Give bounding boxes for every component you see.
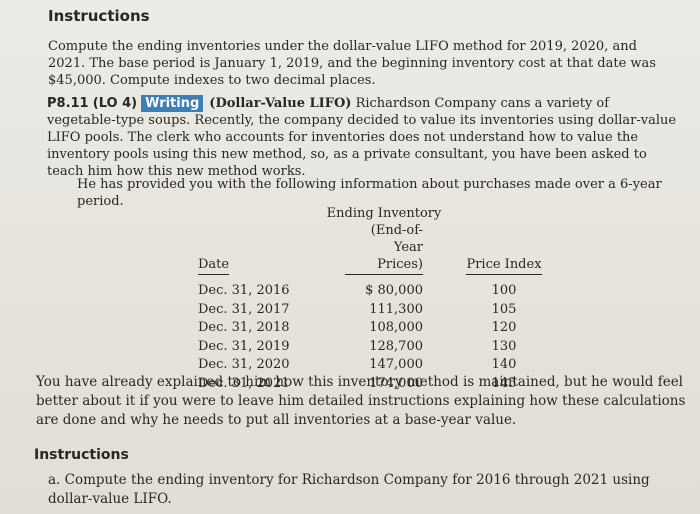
cell-price-index: 100 [491, 283, 517, 298]
cell-inventory: $ 80,000 [365, 283, 423, 298]
instructions-paragraph: Compute the ending inventories under the… [48, 39, 656, 88]
learning-objective: (LO 4) [92, 96, 138, 111]
cell-price-index: 145 [491, 375, 517, 391]
item-a-text: Compute the ending inventory for Richard… [48, 472, 650, 507]
col-header-date: Date [190, 205, 310, 275]
table-row: Dec. 31, 2018 108,000 120 [190, 319, 550, 338]
instructions-heading-bottom: Instructions [34, 447, 129, 463]
cell-price-index: 130 [491, 338, 517, 354]
item-a-label: a. [48, 472, 61, 488]
cell-inventory: 128,700 [369, 338, 423, 354]
instructions-heading: Instructions [48, 7, 150, 25]
problem-text: Richardson Company cans a variety of veg… [47, 96, 677, 179]
inventory-table: Date Ending Inventory (End-of-Year Price… [190, 205, 550, 393]
cell-price-index: 120 [491, 320, 517, 335]
table-row: Dec. 31, 2019 128,700 130 [190, 338, 550, 357]
cell-price-index: 105 [491, 301, 517, 317]
cell-date: Dec. 31, 2016 [198, 283, 290, 298]
col-header-price-index: Price Index [458, 205, 550, 275]
cell-price-index: 140 [491, 357, 517, 372]
cell-date: Dec. 31, 2018 [198, 320, 290, 335]
problem-title: (Dollar-Value LIFO) [209, 96, 352, 111]
table-row: Dec. 31, 2016 $ 80,000 100 [190, 275, 550, 301]
col-header-ending-inventory: Ending Inventory (End-of-Year Prices) [310, 205, 458, 275]
instruction-item-a: a. Compute the ending inventory for Rich… [48, 471, 698, 509]
problem-number: P8.11 [47, 96, 89, 111]
table-header-row: Date Ending Inventory (End-of-Year Price… [190, 205, 550, 275]
cell-inventory: 174,000 [369, 375, 423, 391]
explanation-paragraph: You have already explained to him how th… [36, 374, 686, 428]
table-row: Dec. 31, 2017 111,300 105 [190, 301, 550, 320]
cell-inventory: 111,300 [369, 301, 423, 317]
cell-inventory: 147,000 [369, 357, 423, 372]
cell-date: Dec. 31, 2020 [198, 357, 290, 372]
writing-badge: Writing [141, 95, 204, 112]
table-row: Dec. 31, 2021 174,000 145 [190, 375, 550, 394]
col-header-inventory-line2: (End-of-Year Prices) [345, 222, 423, 275]
table-row: Dec. 31, 2020 147,000 140 [190, 356, 550, 375]
cell-date: Dec. 31, 2021 [198, 375, 290, 391]
info-intro-paragraph: He has provided you with the following i… [77, 177, 662, 209]
problem-p8-11: P8.11 (LO 4) Writing (Dollar-Value LIFO) R… [47, 95, 677, 180]
cell-date: Dec. 31, 2019 [198, 338, 290, 354]
col-header-inventory-line1: Ending Inventory [326, 206, 442, 221]
cell-date: Dec. 31, 2017 [198, 301, 290, 317]
cell-inventory: 108,000 [369, 320, 423, 335]
